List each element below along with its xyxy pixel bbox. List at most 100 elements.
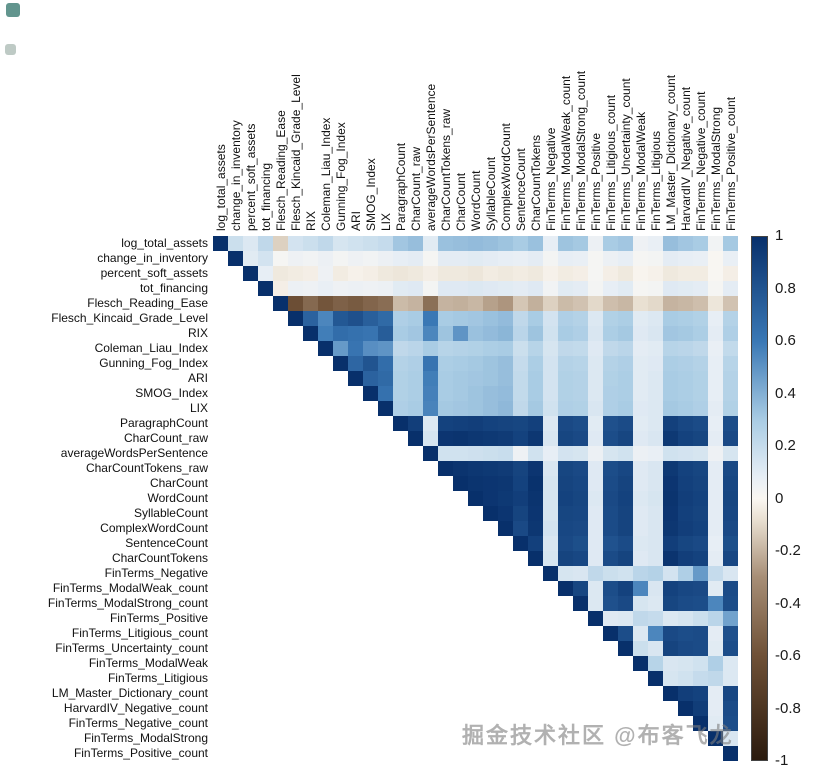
heatmap-cell [618, 356, 633, 371]
heatmap-cell [633, 401, 648, 416]
heatmap-cell [558, 446, 573, 461]
heatmap-cell [558, 311, 573, 326]
heatmap-cell [588, 491, 603, 506]
heatmap-cell [528, 356, 543, 371]
heatmap-cell [588, 401, 603, 416]
col-label: FinTerms_Uncertainty_count [619, 78, 633, 231]
heatmap-cell [648, 536, 663, 551]
heatmap-cell [543, 536, 558, 551]
col-label: SyllableCount [484, 156, 498, 231]
heatmap-cell [528, 416, 543, 431]
row-label: ARI [187, 371, 208, 385]
heatmap-cell [678, 266, 693, 281]
heatmap-cell [483, 491, 498, 506]
heatmap-cell [648, 386, 663, 401]
heatmap-cell [618, 521, 633, 536]
heatmap-cell [363, 266, 378, 281]
heatmap-cell [633, 416, 648, 431]
heatmap-cell [498, 371, 513, 386]
heatmap-cell [333, 356, 348, 371]
heatmap-cell [723, 536, 738, 551]
heatmap-cell [453, 281, 468, 296]
heatmap-cell [663, 551, 678, 566]
heatmap-cell [513, 476, 528, 491]
heatmap-cell [693, 506, 708, 521]
heatmap-cell [318, 251, 333, 266]
heatmap-cell [678, 311, 693, 326]
heatmap-cell [438, 341, 453, 356]
corner-dot-icon [5, 44, 16, 55]
heatmap-cell [438, 431, 453, 446]
heatmap-cell [513, 446, 528, 461]
heatmap-cell [693, 416, 708, 431]
heatmap-cell [708, 656, 723, 671]
heatmap-cell [543, 491, 558, 506]
heatmap-cell [483, 326, 498, 341]
heatmap-cell [723, 461, 738, 476]
colorbar-tick-label: 0.6 [775, 332, 796, 349]
heatmap-cell [708, 626, 723, 641]
heatmap-cell [723, 281, 738, 296]
heatmap-cell [348, 296, 363, 311]
heatmap-cell [438, 251, 453, 266]
heatmap-cell [573, 566, 588, 581]
heatmap-cell [678, 401, 693, 416]
heatmap-cell [663, 521, 678, 536]
heatmap-cell [513, 401, 528, 416]
heatmap-cell [408, 416, 423, 431]
heatmap-cell [663, 491, 678, 506]
heatmap-cell [648, 431, 663, 446]
col-label: SMOG_Index [364, 158, 378, 231]
heatmap-cell [558, 491, 573, 506]
heatmap-cell [693, 326, 708, 341]
heatmap-cell [543, 326, 558, 341]
heatmap-cell [558, 341, 573, 356]
heatmap-cell [453, 296, 468, 311]
heatmap-cell [633, 461, 648, 476]
heatmap-cell [693, 296, 708, 311]
heatmap-cell [723, 671, 738, 686]
heatmap-cell [318, 281, 333, 296]
heatmap-cell [363, 296, 378, 311]
heatmap-cell [723, 746, 738, 761]
row-label: LM_Master_Dictionary_count [51, 686, 208, 700]
heatmap-cell [723, 386, 738, 401]
heatmap-cell [423, 356, 438, 371]
heatmap-cell [648, 236, 663, 251]
heatmap-cell [588, 581, 603, 596]
heatmap-cell [663, 236, 678, 251]
heatmap-cell [678, 251, 693, 266]
heatmap-cell [588, 611, 603, 626]
heatmap-cell [498, 341, 513, 356]
heatmap-cell [348, 281, 363, 296]
heatmap-cell [723, 701, 738, 716]
colorbar-tick-label: 1 [775, 227, 784, 244]
heatmap-cell [603, 566, 618, 581]
heatmap-cell [483, 266, 498, 281]
heatmap-cell [513, 461, 528, 476]
heatmap-cell [318, 296, 333, 311]
heatmap-cell [378, 311, 393, 326]
heatmap-cell [588, 266, 603, 281]
heatmap-cell [528, 251, 543, 266]
heatmap-cell [663, 341, 678, 356]
heatmap-cell [588, 461, 603, 476]
heatmap-cell [708, 686, 723, 701]
colorbar-tick-label: 0.8 [775, 279, 796, 297]
heatmap-cell [468, 476, 483, 491]
heatmap-cell [543, 521, 558, 536]
heatmap-cell [648, 641, 663, 656]
heatmap-cell [603, 626, 618, 641]
heatmap-cell [648, 341, 663, 356]
heatmap-cell [378, 326, 393, 341]
row-label: LIX [189, 401, 208, 415]
row-label: FinTerms_Positive_count [73, 746, 208, 760]
heatmap-cell [528, 296, 543, 311]
col-label: FinTerms_ModalStrong [709, 106, 723, 231]
heatmap-cell [723, 626, 738, 641]
heatmap-cell [558, 296, 573, 311]
colorbar-tick-label: 0.4 [775, 384, 796, 402]
heatmap-cell [498, 311, 513, 326]
heatmap-cell [423, 386, 438, 401]
heatmap-cell [723, 491, 738, 506]
